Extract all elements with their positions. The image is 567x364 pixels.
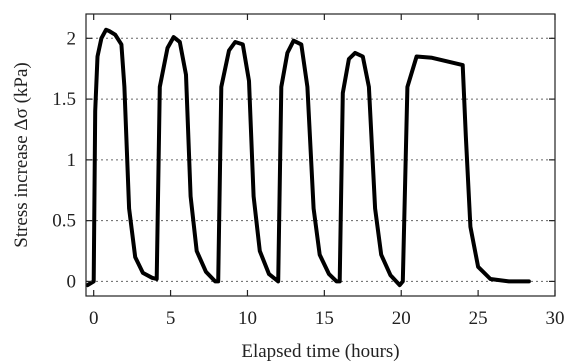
x-tick-label: 0 bbox=[89, 308, 99, 329]
x-axis: 0 5 10 15 20 25 30 bbox=[89, 14, 565, 329]
y-tick-label: 1.5 bbox=[52, 89, 76, 110]
x-tick-label: 10 bbox=[238, 308, 257, 329]
x-tick-label: 15 bbox=[315, 308, 334, 329]
y-tick-label: 0 bbox=[67, 271, 77, 292]
plot-frame bbox=[85, 13, 556, 297]
grid-lines bbox=[86, 37, 555, 282]
y-tick-label: 1 bbox=[67, 150, 77, 171]
x-tick-label: 5 bbox=[166, 308, 176, 329]
y-axis-title: Stress increase Δσ (kPa) bbox=[11, 62, 32, 248]
y-tick-label: 2 bbox=[67, 28, 77, 49]
x-axis-title: Elapsed time (hours) bbox=[241, 341, 399, 362]
x-tick-label: 20 bbox=[392, 308, 411, 329]
y-axis: 0 0.5 1 1.5 2 bbox=[52, 28, 555, 292]
series-line bbox=[85, 27, 531, 288]
y-tick-label: 0.5 bbox=[52, 211, 76, 232]
x-tick-label: 25 bbox=[469, 308, 488, 329]
x-tick-label: 30 bbox=[546, 308, 565, 329]
series-layer bbox=[85, 27, 531, 288]
